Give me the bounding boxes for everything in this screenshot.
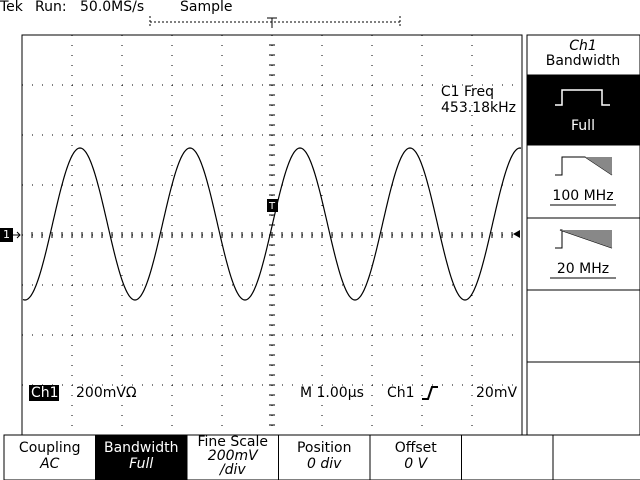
readout-scale: 200mVΩ: [76, 385, 137, 401]
icon-hatch: [585, 157, 612, 175]
side-option-label: Full: [571, 118, 595, 134]
sample-rate: 50.0MS/s: [80, 0, 144, 15]
side-option[interactable]: [526, 217, 640, 291]
button-value: AC: [39, 456, 60, 472]
side-menu-subtitle: Bandwidth: [546, 53, 621, 69]
icon-hatch: [560, 230, 612, 248]
channel-arrow: [13, 231, 21, 239]
acq-mode: Sample: [180, 0, 233, 15]
measurement-label: C1 Freq: [441, 84, 494, 100]
readout-channel: Ch1: [31, 385, 59, 401]
trigger-slope-icon: [422, 386, 438, 400]
readout-channel-box: [29, 385, 59, 401]
readout-timebase: M 1.00µs: [300, 385, 364, 401]
button-title: Bandwidth: [104, 440, 179, 456]
side-option-label: 100 MHz: [552, 188, 613, 204]
side-menu-title: Ch1: [569, 38, 597, 54]
button-value: 0 div: [307, 456, 342, 472]
button-value: Full: [129, 456, 153, 472]
center-ticks: [21, 34, 523, 436]
trigger-marker: T: [268, 201, 276, 212]
readout-trigger-source: Ch1: [387, 385, 415, 401]
readout-trigger-level: 20mV: [476, 385, 517, 401]
button-title: Fine Scale: [197, 434, 268, 450]
graticule: [21, 34, 523, 436]
bottom-button[interactable]: [369, 434, 462, 480]
side-option[interactable]: [526, 74, 640, 146]
bottom-button[interactable]: [278, 434, 371, 480]
channel-marker: 1: [3, 228, 10, 241]
button-unit: /div: [218, 462, 246, 478]
trigger-marker-box: [267, 199, 278, 212]
bottom-button[interactable]: [186, 434, 279, 480]
record-trigger-marker: [267, 17, 277, 28]
button-value: 200mV: [208, 448, 259, 464]
bottom-button[interactable]: [95, 434, 188, 480]
channel-marker-box: [0, 228, 13, 242]
run-state: Run:: [35, 0, 67, 15]
side-option[interactable]: [526, 144, 640, 219]
button-title: Position: [297, 440, 352, 456]
side-option-label: 20 MHz: [557, 261, 609, 277]
bottom-button: [552, 434, 640, 480]
record-bracket: [149, 16, 401, 28]
waveform: [22, 147, 522, 301]
bottom-button[interactable]: [3, 434, 96, 480]
measurement-value: 453.18kHz: [441, 100, 516, 116]
button-title: Coupling: [19, 440, 81, 456]
button-title: Offset: [395, 440, 438, 456]
icon-full: [555, 89, 610, 106]
button-value: 0 V: [404, 456, 428, 472]
bottom-button: [461, 434, 554, 480]
trigger-level-marker: [513, 230, 520, 238]
side-menu-options: Full 100 MHz 20 MHz: [526, 74, 640, 363]
brand: Tek: [0, 0, 24, 15]
